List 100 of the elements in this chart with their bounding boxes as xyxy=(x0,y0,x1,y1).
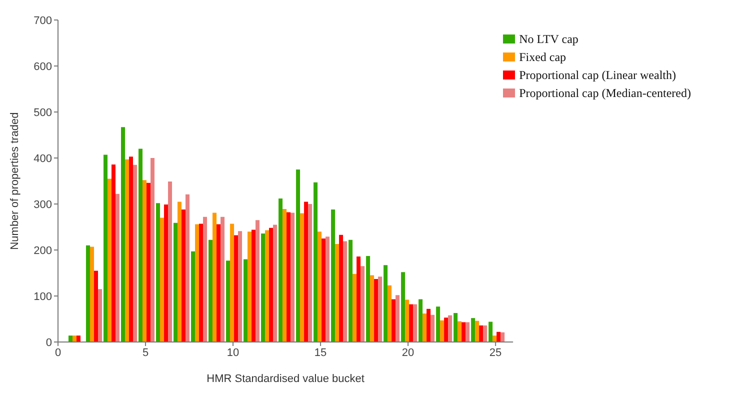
bar xyxy=(234,235,238,342)
y-tick-label: 400 xyxy=(34,152,52,165)
bar xyxy=(182,210,186,342)
bar xyxy=(466,322,470,342)
bar xyxy=(448,315,452,342)
bar xyxy=(199,224,204,342)
bar xyxy=(178,202,182,342)
bar xyxy=(436,306,440,342)
bar xyxy=(278,198,283,342)
bar xyxy=(129,156,134,342)
bar xyxy=(244,259,248,342)
bar xyxy=(269,228,274,342)
bar xyxy=(121,127,126,342)
bar xyxy=(430,314,435,342)
bar xyxy=(230,224,234,342)
bar xyxy=(138,148,143,342)
bar xyxy=(326,236,330,342)
bar xyxy=(256,220,260,342)
bar xyxy=(125,159,130,342)
bar xyxy=(290,212,295,342)
bar xyxy=(186,194,190,342)
bar xyxy=(286,212,291,342)
bar xyxy=(168,181,172,342)
bar xyxy=(296,170,300,342)
bar xyxy=(409,304,414,342)
legend-label: No LTV cap xyxy=(519,32,578,46)
bar xyxy=(273,224,278,342)
bar xyxy=(378,276,382,342)
bar xyxy=(440,320,444,342)
bar xyxy=(370,275,374,342)
bar xyxy=(331,210,336,342)
bar xyxy=(104,154,108,342)
bar xyxy=(98,289,102,342)
bar xyxy=(462,322,466,342)
bar xyxy=(458,321,462,342)
bar xyxy=(314,182,318,342)
bar xyxy=(388,285,392,342)
bar xyxy=(86,245,90,342)
y-tick-label: 500 xyxy=(34,106,52,119)
bar xyxy=(160,218,164,342)
x-tick-label: 10 xyxy=(226,346,240,359)
bar xyxy=(475,320,480,342)
bar xyxy=(374,278,378,342)
bar xyxy=(146,182,151,342)
bar xyxy=(500,332,505,342)
y-tick-label: 300 xyxy=(34,198,52,211)
bar xyxy=(348,240,353,342)
y-tick-label: 100 xyxy=(34,290,52,303)
x-tick-label: 15 xyxy=(314,346,327,359)
x-tick-label: 25 xyxy=(489,346,502,359)
bar xyxy=(156,203,160,342)
legend-label: Proportional cap (Median-centered) xyxy=(519,86,691,100)
bar xyxy=(108,178,112,342)
x-tick-label: 5 xyxy=(142,346,149,359)
bar xyxy=(343,241,348,342)
bar xyxy=(164,204,168,342)
bar xyxy=(488,322,493,342)
bar xyxy=(392,299,396,342)
bar xyxy=(322,238,326,342)
bar xyxy=(195,224,200,342)
bar xyxy=(174,222,178,342)
bar xyxy=(304,202,308,342)
bar xyxy=(384,265,388,342)
bar xyxy=(191,251,196,342)
bar xyxy=(226,260,230,342)
y-tick-label: 0 xyxy=(46,336,52,349)
bar xyxy=(90,246,94,342)
bar xyxy=(308,204,312,342)
bar xyxy=(396,295,400,342)
bar xyxy=(212,212,217,342)
x-axis-title: HMR Standardised value bucket xyxy=(206,372,364,385)
bar xyxy=(220,216,225,342)
bar xyxy=(76,336,80,342)
bar xyxy=(366,256,370,342)
bar xyxy=(72,336,76,342)
bar xyxy=(238,231,242,342)
bar xyxy=(454,313,458,342)
bar xyxy=(471,318,476,342)
bar xyxy=(335,244,340,342)
legend-label: Proportional cap (Linear wealth) xyxy=(519,68,676,82)
x-tick-label: 20 xyxy=(402,346,414,359)
bar xyxy=(479,325,484,342)
bar xyxy=(248,232,252,342)
bar xyxy=(492,336,497,342)
bar xyxy=(216,224,221,342)
bar xyxy=(418,299,423,342)
bar xyxy=(413,304,418,342)
y-axis-title: Number of properties traded xyxy=(8,112,21,250)
bar xyxy=(142,180,147,342)
bar xyxy=(356,256,361,342)
bar xyxy=(483,325,488,342)
bar xyxy=(112,164,116,342)
bar xyxy=(426,308,431,342)
bar xyxy=(422,313,427,342)
bar xyxy=(405,300,410,342)
bar xyxy=(339,234,344,342)
bar xyxy=(352,274,357,342)
bar xyxy=(68,336,72,342)
x-tick-label: 0 xyxy=(54,346,62,359)
bar xyxy=(401,272,406,342)
